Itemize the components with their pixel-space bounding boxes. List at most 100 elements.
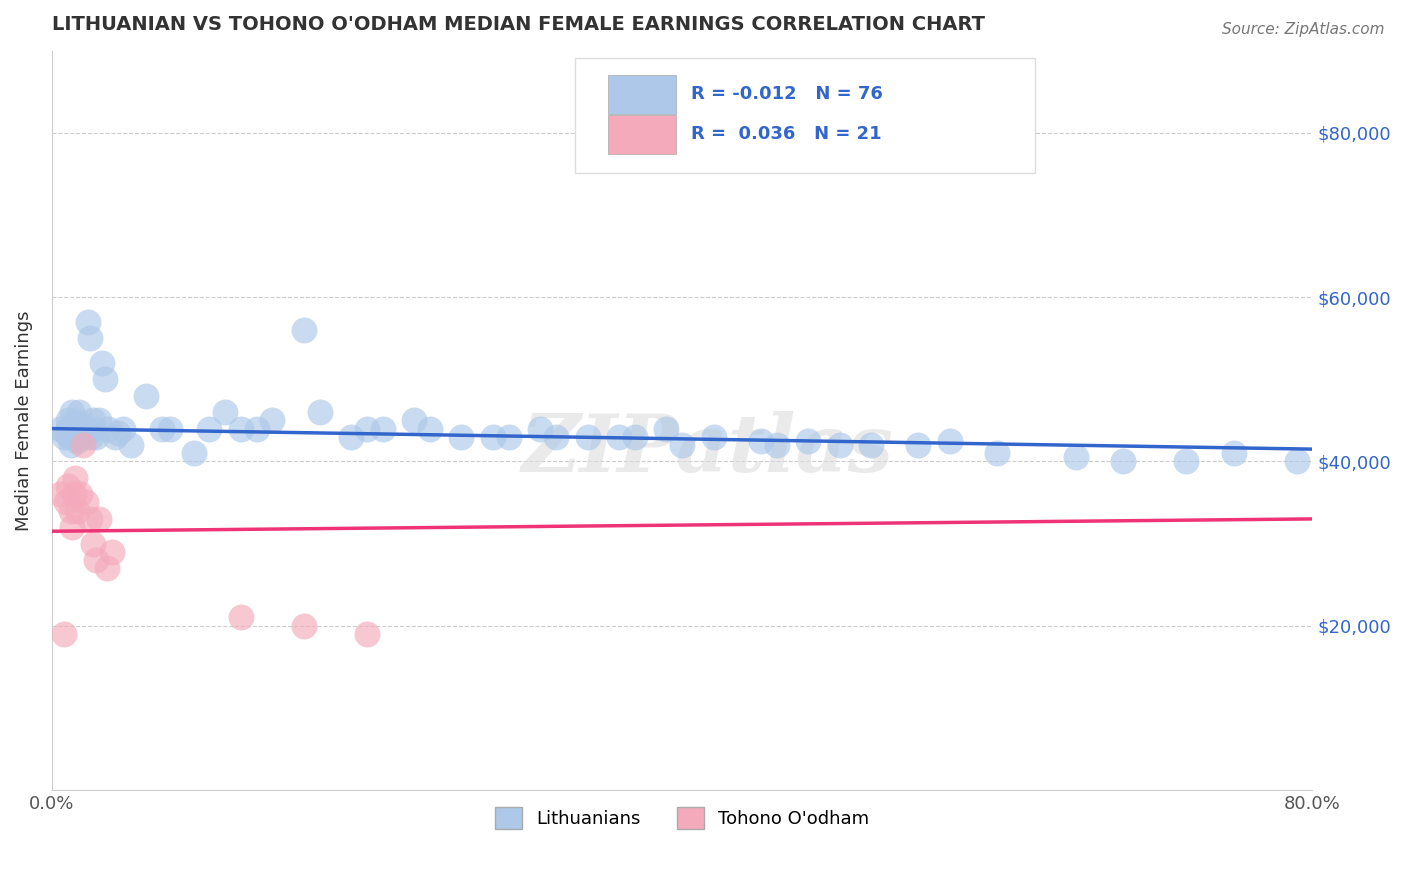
Point — [72, 421, 94, 435]
Point — [159, 421, 181, 435]
Point — [450, 430, 472, 444]
FancyBboxPatch shape — [575, 58, 1035, 173]
Point — [482, 430, 505, 444]
Point — [66, 504, 89, 518]
Point — [986, 446, 1008, 460]
Point — [907, 438, 929, 452]
Point — [97, 421, 120, 435]
Point — [183, 446, 205, 460]
Point — [150, 421, 173, 435]
Point — [96, 561, 118, 575]
Point — [229, 421, 252, 435]
Text: R =  0.036   N = 21: R = 0.036 N = 21 — [690, 125, 882, 143]
Point — [77, 315, 100, 329]
Point — [82, 413, 104, 427]
Point — [70, 430, 93, 444]
Point — [939, 434, 962, 448]
Point — [1285, 454, 1308, 468]
Point — [79, 331, 101, 345]
Point — [80, 430, 103, 444]
Point — [214, 405, 236, 419]
Point — [82, 536, 104, 550]
Point — [73, 430, 96, 444]
Point — [56, 421, 79, 435]
Point — [671, 438, 693, 452]
Point — [53, 430, 76, 444]
Point — [65, 471, 87, 485]
Point — [1112, 454, 1135, 468]
Point — [544, 430, 567, 444]
Text: ZIPatlas: ZIPatlas — [522, 411, 893, 489]
Text: R = -0.012   N = 76: R = -0.012 N = 76 — [690, 85, 883, 103]
Point — [59, 438, 82, 452]
Point — [56, 413, 79, 427]
FancyBboxPatch shape — [607, 115, 676, 153]
Point — [371, 421, 394, 435]
Point — [356, 421, 378, 435]
Point — [83, 421, 105, 435]
Point — [1175, 454, 1198, 468]
Point — [246, 421, 269, 435]
Point — [48, 487, 70, 501]
Point — [107, 425, 129, 440]
Point — [75, 495, 97, 509]
Point — [55, 495, 77, 509]
Point — [65, 413, 87, 427]
Point — [623, 430, 645, 444]
Point — [94, 372, 117, 386]
Text: LITHUANIAN VS TOHONO O'ODHAM MEDIAN FEMALE EARNINGS CORRELATION CHART: LITHUANIAN VS TOHONO O'ODHAM MEDIAN FEMA… — [52, 15, 984, 34]
Point — [53, 627, 76, 641]
Point — [59, 504, 82, 518]
Point — [860, 438, 883, 452]
Point — [62, 487, 84, 501]
Point — [703, 430, 725, 444]
Point — [60, 520, 83, 534]
Point — [607, 430, 630, 444]
Y-axis label: Median Female Earnings: Median Female Earnings — [15, 310, 32, 531]
FancyBboxPatch shape — [607, 75, 676, 113]
Point — [229, 610, 252, 624]
Point — [66, 421, 89, 435]
Point — [292, 323, 315, 337]
Point — [69, 487, 91, 501]
Point — [404, 413, 426, 427]
Point — [120, 438, 142, 452]
Point — [72, 438, 94, 452]
Point — [69, 417, 91, 432]
Point — [56, 479, 79, 493]
Point — [84, 430, 107, 444]
Point — [419, 421, 441, 435]
Point — [356, 627, 378, 641]
Point — [79, 512, 101, 526]
Legend: Lithuanians, Tohono O'odham: Lithuanians, Tohono O'odham — [488, 800, 876, 837]
Point — [529, 421, 551, 435]
Point — [292, 618, 315, 632]
Point — [1222, 446, 1244, 460]
Point — [797, 434, 820, 448]
Point — [60, 421, 83, 435]
Point — [84, 553, 107, 567]
Point — [100, 545, 122, 559]
Point — [498, 430, 520, 444]
Point — [69, 430, 91, 444]
Point — [87, 512, 110, 526]
Point — [576, 430, 599, 444]
Point — [765, 438, 787, 452]
Text: Source: ZipAtlas.com: Source: ZipAtlas.com — [1222, 22, 1385, 37]
Point — [58, 430, 80, 444]
Point — [655, 421, 678, 435]
Point — [55, 425, 77, 440]
Point — [60, 405, 83, 419]
Point — [198, 421, 221, 435]
Point — [75, 421, 97, 435]
Point — [66, 434, 89, 448]
Point — [87, 413, 110, 427]
Point — [749, 434, 772, 448]
Point — [262, 413, 284, 427]
Point — [828, 438, 851, 452]
Point — [135, 389, 157, 403]
Point — [308, 405, 330, 419]
Point — [1064, 450, 1087, 465]
Point — [62, 425, 84, 440]
Point — [67, 405, 90, 419]
